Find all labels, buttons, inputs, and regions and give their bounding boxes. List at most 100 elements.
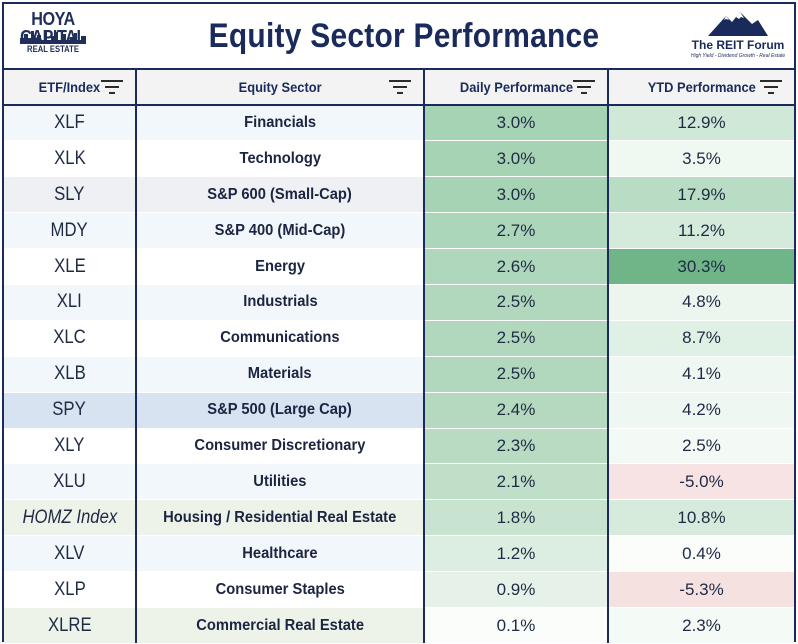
ytd-performance-cell: 8.7%: [607, 319, 794, 357]
column-header-label: Equity Sector: [238, 79, 322, 95]
etf-cell: XLV: [4, 535, 136, 572]
etf-cell-text: XLE: [53, 255, 86, 277]
ytd-performance-cell: 4.2%: [607, 391, 794, 429]
sector-cell-text: Utilities: [253, 472, 307, 490]
filter-icon[interactable]: [101, 80, 123, 94]
daily-performance-cell: 2.5%: [423, 319, 608, 357]
etf-cell: XLU: [4, 463, 136, 500]
daily-performance-cell-text: 2.1%: [496, 471, 536, 491]
ytd-performance-cell: 3.5%: [607, 140, 794, 177]
sector-cell-text: Housing / Residential Real Estate: [163, 508, 397, 526]
sector-cell: Materials: [135, 355, 424, 393]
daily-performance-cell: 2.5%: [423, 283, 608, 321]
ytd-performance-cell: 2.3%: [607, 606, 794, 644]
daily-performance-cell-text: 0.1%: [496, 615, 536, 635]
etf-cell-text: MDY: [50, 219, 89, 241]
table-body: XLF Financials 3.0% 12.9% XLK Technology 3.0% 3…: [4, 105, 794, 644]
daily-performance-cell: 3.0%: [423, 105, 608, 141]
ytd-performance-cell-text: 2.3%: [682, 615, 721, 635]
etf-cell: XLF: [4, 105, 136, 141]
logo-right-tagline: High Yield - Dividend Growth - Real Esta…: [690, 53, 786, 59]
sector-cell: Energy: [135, 248, 424, 285]
ytd-performance-cell-text: 2.5%: [682, 435, 721, 455]
daily-performance-cell: 2.1%: [423, 463, 608, 500]
ytd-performance-cell: 30.3%: [607, 248, 794, 285]
table-row: XLV Healthcare 1.2% 0.4%: [4, 535, 794, 572]
sector-cell: S&P 400 (Mid-Cap): [135, 212, 424, 249]
filter-icon[interactable]: [760, 80, 782, 94]
daily-performance-cell-text: 2.5%: [496, 328, 536, 348]
etf-cell: HOMZ Index: [4, 499, 136, 536]
ytd-performance-cell-text: 17.9%: [677, 184, 726, 204]
ytd-performance-cell: 0.4%: [607, 535, 794, 572]
daily-performance-cell: 0.1%: [423, 606, 608, 644]
column-header-label: YTD Performance: [647, 79, 756, 95]
table-row: XLY Consumer Discretionary 2.3% 2.5%: [4, 427, 794, 464]
column-header-daily[interactable]: Daily Performance: [423, 68, 608, 106]
filter-icon[interactable]: [389, 80, 411, 94]
daily-performance-cell: 2.4%: [423, 391, 608, 429]
sector-cell-text: S&P 500 (Large Cap): [207, 401, 353, 419]
sector-cell: Financials: [135, 105, 424, 141]
daily-performance-cell: 2.7%: [423, 212, 608, 249]
etf-cell: XLB: [4, 355, 136, 393]
sector-cell-text: S&P 600 (Small-Cap): [207, 185, 353, 203]
daily-performance-cell-text: 3.0%: [496, 148, 536, 168]
daily-performance-cell-text: 1.8%: [496, 507, 536, 527]
table-row: XLE Energy 2.6% 30.3%: [4, 248, 794, 285]
filter-icon[interactable]: [573, 80, 595, 94]
etf-cell: XLC: [4, 319, 136, 357]
daily-performance-cell-text: 2.4%: [496, 400, 536, 420]
sector-cell-text: Consumer Staples: [215, 580, 345, 598]
ytd-performance-cell-text: 0.4%: [682, 543, 721, 563]
sector-performance-table: ETF/Index Equity Sector Daily Performanc…: [4, 68, 794, 644]
column-header-ytd[interactable]: YTD Performance: [607, 68, 794, 106]
daily-performance-cell: 0.9%: [423, 571, 608, 608]
etf-cell-text: XLC: [53, 327, 86, 349]
table-row: MDY S&P 400 (Mid-Cap) 2.7% 11.2%: [4, 212, 794, 249]
etf-cell-text: XLV: [54, 542, 85, 564]
ytd-performance-cell-text: 4.2%: [682, 400, 721, 420]
daily-performance-cell-text: 2.3%: [496, 435, 536, 455]
etf-cell-text: SLY: [54, 183, 85, 205]
etf-cell: XLP: [4, 571, 136, 608]
daily-performance-cell: 3.0%: [423, 140, 608, 177]
column-header-sector[interactable]: Equity Sector: [135, 68, 424, 106]
ytd-performance-cell-text: 4.8%: [682, 292, 721, 312]
etf-cell-text: SPY: [52, 399, 87, 421]
table-row: HOMZ Index Housing / Residential Real Est…: [4, 499, 794, 536]
logo-left-line2: REAL ESTATE: [27, 44, 79, 54]
page-title: Equity Sector Performance: [208, 17, 600, 55]
ytd-performance-cell-text: 8.7%: [682, 328, 721, 348]
sector-cell: Communications: [135, 319, 424, 357]
ytd-performance-cell-text: -5.0%: [679, 471, 724, 491]
table-row: XLC Communications 2.5% 8.7%: [4, 319, 794, 357]
daily-performance-cell-text: 2.6%: [496, 256, 536, 276]
sector-cell-text: Industrials: [242, 293, 318, 311]
sector-cell-text: Financials: [244, 114, 316, 132]
etf-cell-text: XLY: [54, 434, 85, 456]
etf-cell: SPY: [4, 391, 136, 429]
mountain-icon: [708, 12, 768, 36]
ytd-performance-cell: 4.1%: [607, 355, 794, 393]
ytd-performance-cell-text: 11.2%: [678, 220, 725, 240]
daily-performance-cell-text: 2.5%: [496, 364, 536, 384]
column-header-label: Daily Performance: [459, 79, 573, 95]
ytd-performance-cell: 10.8%: [607, 499, 794, 536]
ytd-performance-cell: 12.9%: [607, 105, 794, 141]
ytd-performance-cell-text: 10.8%: [677, 507, 726, 527]
logo-right-name: The REIT Forum: [691, 38, 785, 52]
ytd-performance-cell: 4.8%: [607, 283, 794, 321]
header-banner: HOYA CAPITAL REAL ESTATE Equity Sector P…: [4, 4, 794, 68]
sector-cell: Industrials: [135, 283, 424, 321]
hoya-capital-logo: HOYA CAPITAL REAL ESTATE: [10, 10, 96, 62]
sector-cell: Commercial Real Estate: [135, 606, 424, 644]
etf-cell: XLK: [4, 140, 136, 177]
etf-cell: XLE: [4, 248, 136, 285]
daily-performance-cell-text: 1.2%: [496, 543, 536, 563]
column-header-etf[interactable]: ETF/Index: [4, 68, 136, 106]
sector-cell-text: Energy: [255, 257, 305, 275]
sector-cell-text: Commercial Real Estate: [196, 616, 364, 634]
daily-performance-cell-text: 2.5%: [496, 292, 536, 312]
